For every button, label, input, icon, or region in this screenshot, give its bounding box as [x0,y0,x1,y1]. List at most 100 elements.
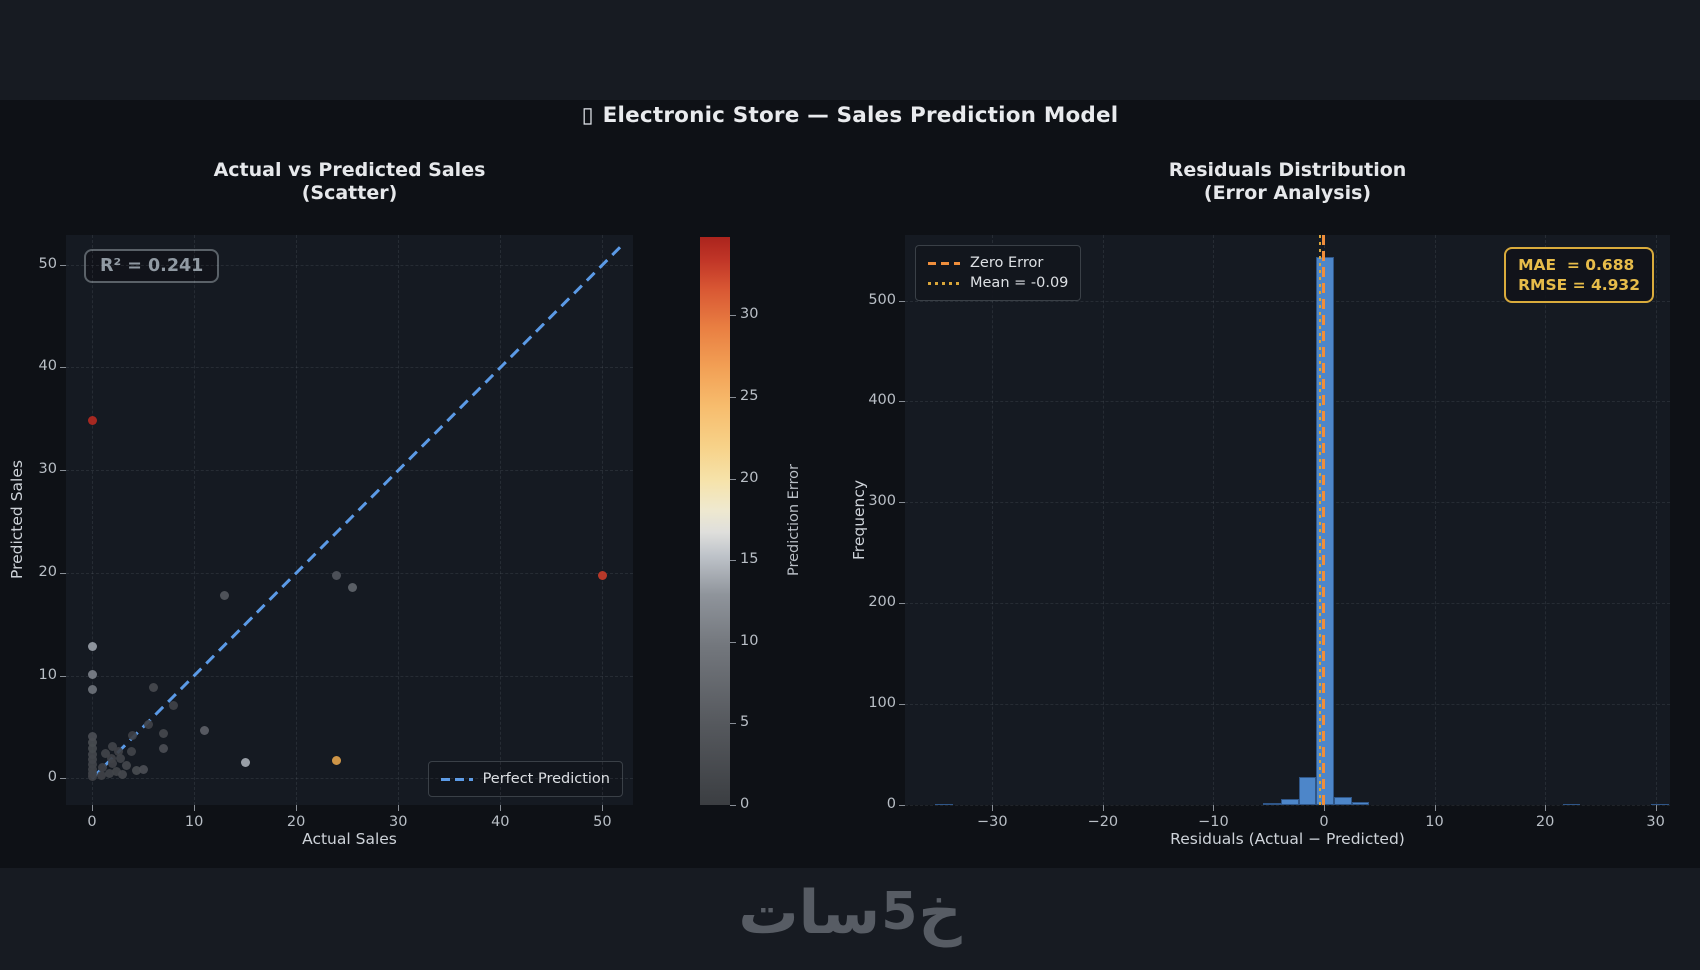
y-tick-label: 40 [38,358,57,375]
mean-line-swatch [928,281,960,285]
histogram-bar [1562,803,1581,805]
scatter-point [143,720,153,730]
scatter-point [116,754,126,764]
x-gridline [1102,235,1104,805]
y-gridline [66,264,633,266]
x-gridline [296,235,298,805]
y-gridline [905,502,1670,504]
scatter-point [332,756,342,766]
colorbar-tick-mark [730,315,736,317]
y-tick-mark [60,264,66,266]
scatter-point [87,642,97,652]
x-gridline [1213,235,1215,805]
y-tick-label: 30 [38,461,57,478]
mean-legend-label: Mean = -0.09 [970,275,1069,291]
histogram-bar [1280,798,1299,805]
colorbar-tick-label: 15 [740,551,759,568]
scatter-point [100,749,110,759]
histogram-title-line1: Residuals Distribution [1168,159,1407,181]
y-gridline [905,704,1670,706]
mae-value: MAE = 0.688 [1518,256,1635,274]
colorbar-tick-label: 0 [740,796,750,812]
y-tick-mark [60,778,66,780]
histogram-plot-area: Zero Error Mean = -0.09 MAE = 0.688 RMSE… [868,235,1670,830]
y-gridline [905,401,1670,403]
x-gridline [398,235,400,805]
x-tick-mark [1102,805,1104,811]
scatter-point [158,744,168,753]
x-gridline [1545,235,1547,805]
y-gridline [66,572,633,574]
x-tick-label: 30 [1646,814,1665,830]
y-gridline [66,675,633,677]
histogram-bar [1333,796,1352,805]
histogram-bar [1263,802,1281,805]
scatter-title: Actual vs Predicted Sales (Scatter) [66,159,633,204]
watermark-arabic-part1: خ [918,878,962,948]
scatter-ylabel: Predicted Sales [8,460,26,580]
y-gridline [905,300,1670,302]
scatter-point [199,725,209,735]
colorbar-tick-mark [730,641,736,643]
y-tick-label: 300 [868,493,896,510]
histogram-bar [1651,803,1669,805]
watermark-digit: 5 [881,882,919,942]
histogram-bar [934,803,953,805]
colorbar-tick-mark [730,396,736,398]
mean-line [1319,235,1322,805]
scatter-point [106,754,116,764]
scatter-point [87,764,97,774]
x-tick-label: 40 [491,814,510,830]
x-gridline [1434,235,1436,805]
scatter-point [104,768,114,778]
scatter-point [347,582,357,592]
x-tick-mark [398,805,400,811]
missing-emoji-glyph: ▯ [581,103,594,128]
zero-error-line [1322,235,1326,805]
x-tick-mark [1434,805,1436,811]
khamsat-watermark-logo: خ5سات [0,878,1700,948]
histogram-xlabel: Residuals (Actual − Predicted) [1170,830,1405,848]
colorbar-tick-mark [730,805,736,806]
scatter-point [87,731,97,741]
x-gridline [992,235,994,805]
y-tick-label: 20 [38,563,57,580]
error-metrics-annotation: MAE = 0.688 RMSE = 4.932 [1504,247,1654,303]
scatter-point [220,590,230,600]
x-tick-label: 50 [593,814,612,830]
histogram-legend: Zero Error Mean = -0.09 [915,245,1082,301]
y-tick-label: 0 [47,769,57,786]
y-tick-mark [899,401,905,403]
x-tick-mark [92,805,94,811]
y-tick-mark [899,300,905,302]
x-tick-mark [296,805,298,811]
scatter-point [118,769,128,779]
y-tick-mark [60,367,66,369]
x-tick-label: −10 [1198,814,1229,830]
scatter-title-line1: Actual vs Predicted Sales [213,159,486,181]
x-tick-label: 10 [1425,814,1444,830]
x-gridline [1655,235,1657,805]
x-gridline [194,235,196,805]
colorbar-label: Prediction Error [786,464,802,576]
scatter-point [122,761,132,771]
colorbar-tick-mark [730,560,736,562]
histogram-bar [1351,801,1370,805]
x-tick-label: 10 [184,814,204,830]
zero-error-line-swatch [928,261,960,265]
scatter-point [158,728,168,738]
x-tick-label: 0 [1319,814,1329,830]
r-squared-annotation: R² = 0.241 [84,249,220,283]
scatter-point [87,416,97,426]
y-tick-mark [60,572,66,574]
x-tick-mark [992,805,994,811]
x-tick-mark [602,805,604,811]
scatter-point [87,685,97,695]
colorbar-tick-mark [730,723,736,725]
y-gridline [905,805,1670,806]
x-tick-mark [1655,805,1657,811]
y-tick-mark [60,675,66,677]
scatter-point [127,747,137,757]
y-gridline [66,367,633,369]
